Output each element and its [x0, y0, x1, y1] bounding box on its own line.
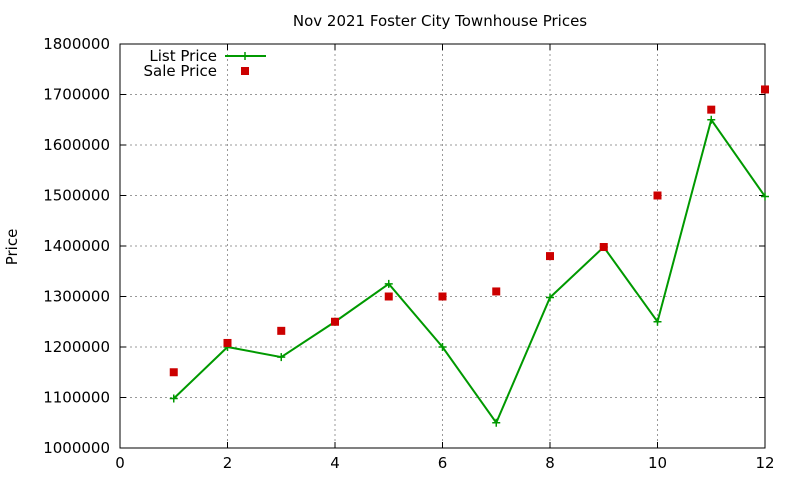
y-tick-label: 1300000: [43, 288, 110, 306]
data-point: [277, 353, 286, 362]
x-tick-label: 0: [115, 454, 125, 472]
data-point: [438, 343, 447, 351]
x-tick-label: 8: [545, 454, 555, 472]
series-line: [173, 117, 766, 425]
data-point: [384, 292, 393, 301]
grid: [120, 44, 765, 448]
y-tick-label: 1100000: [43, 389, 110, 407]
data-point: [707, 105, 716, 114]
legend-label: List Price: [149, 47, 217, 65]
y-axis: 1000000 1100000 1200000 1300000 1400000 15000…: [43, 35, 765, 457]
x-tick-label: 4: [330, 454, 340, 472]
data-point: [277, 326, 286, 335]
data-point: [384, 279, 393, 288]
x-tick-label: 6: [438, 454, 448, 472]
data-point: [761, 85, 769, 94]
y-tick-label: 1400000: [43, 237, 110, 255]
data-point: [492, 418, 501, 427]
y-tick-label: 1200000: [43, 338, 110, 356]
x-tick-label: 10: [648, 454, 667, 472]
y-axis-label: Price: [3, 229, 21, 266]
y-tick-label: 1500000: [43, 187, 110, 205]
chart-title: Nov 2021 Foster City Townhouse Prices: [293, 12, 587, 30]
legend-label: Sale Price: [144, 62, 217, 80]
x-axis: 0 2 4 6 8 10 12: [115, 44, 775, 472]
data-point: [223, 338, 232, 347]
legend-marker: [241, 52, 249, 60]
data-point: [331, 317, 339, 326]
y-tick-label: 1000000: [43, 439, 110, 457]
data-point: [492, 287, 501, 296]
x-tick-label: 12: [755, 454, 774, 472]
x-tick-label: 2: [223, 454, 233, 472]
series-0: [169, 115, 769, 427]
data-point: [761, 192, 769, 201]
data-point: [707, 115, 716, 124]
data-point: [169, 368, 178, 377]
data-point: [169, 394, 178, 403]
legend-marker: [241, 67, 249, 75]
y-tick-label: 1600000: [43, 136, 110, 154]
y-tick-label: 1800000: [43, 35, 110, 53]
data-point: [438, 292, 447, 301]
data-point: [546, 293, 554, 302]
series-1: [169, 85, 769, 377]
y-tick-label: 1700000: [43, 86, 110, 104]
series-layer: [169, 85, 769, 427]
data-point: [653, 317, 662, 326]
data-point: [599, 243, 608, 252]
data-point: [653, 191, 662, 200]
data-point: [546, 252, 554, 261]
